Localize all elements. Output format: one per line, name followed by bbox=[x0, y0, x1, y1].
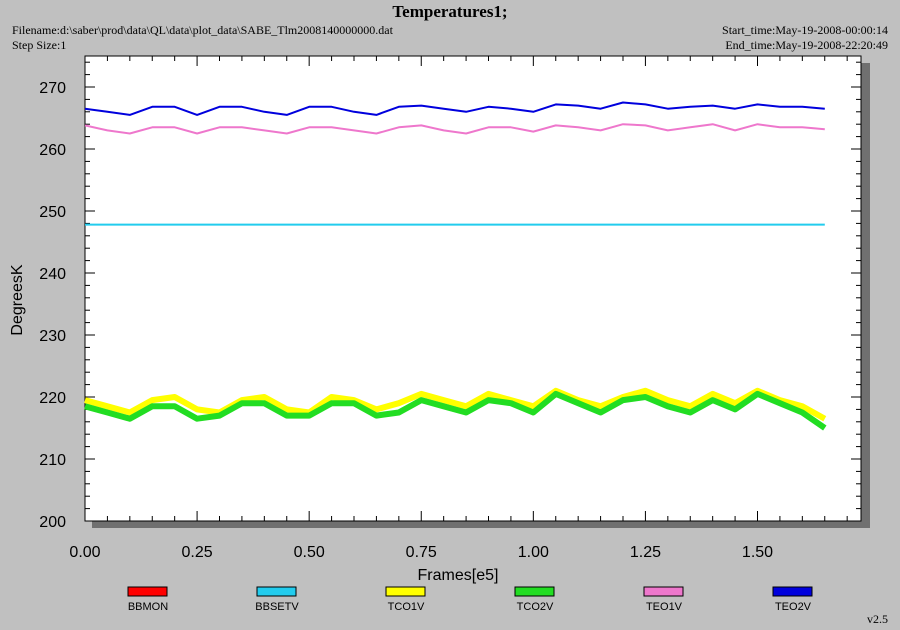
legend-swatch-bbsetv bbox=[256, 586, 297, 597]
y-tick-label: 200 bbox=[39, 514, 66, 531]
legend-swatch-teo1v bbox=[643, 586, 684, 597]
y-tick-label: 240 bbox=[39, 266, 66, 283]
version-label: v2.5 bbox=[867, 612, 888, 626]
x-tick-label: 0.75 bbox=[406, 544, 437, 561]
x-tick-label: 0.50 bbox=[294, 544, 325, 561]
series-line-teo1v bbox=[84, 123, 825, 135]
y-tick-label: 250 bbox=[39, 204, 66, 221]
series-line-tco1v bbox=[84, 387, 827, 422]
y-tick-label: 210 bbox=[39, 452, 66, 469]
series-line-tco2v bbox=[84, 390, 827, 431]
x-tick-label: 1.25 bbox=[630, 544, 661, 561]
y-tick-label: 220 bbox=[39, 390, 66, 407]
legend-swatch-teo2v bbox=[772, 586, 813, 597]
x-tick-label: 1.00 bbox=[518, 544, 549, 561]
start-time-label: Start_time:May-19-2008-00:00:14 bbox=[722, 23, 888, 37]
chart-title: Temperatures1; bbox=[392, 2, 508, 21]
y-tick-label: 260 bbox=[39, 142, 66, 159]
series-line-teo2v bbox=[84, 101, 825, 116]
legend-swatch-bbmon bbox=[127, 586, 168, 597]
legend-label-tco1v: TCO1V bbox=[388, 601, 425, 613]
x-axis-title: Frames[e5] bbox=[418, 567, 499, 584]
filename-label: Filename:d:\saber\prod\data\QL\data\plot… bbox=[12, 23, 393, 37]
legend-label-bbsetv: BBSETV bbox=[255, 601, 299, 613]
plot-area bbox=[84, 55, 862, 522]
y-tick-label: 230 bbox=[39, 328, 66, 345]
legend-swatch-tco1v bbox=[385, 586, 426, 597]
x-tick-label: 1.50 bbox=[742, 544, 773, 561]
legend-label-teo1v: TEO1V bbox=[646, 601, 683, 613]
legend-swatch-tco2v bbox=[514, 586, 555, 597]
legend-label-bbmon: BBMON bbox=[128, 601, 168, 613]
y-tick-label: 270 bbox=[39, 80, 66, 97]
step-size-label: Step Size:1 bbox=[12, 38, 67, 52]
x-tick-label: 0.00 bbox=[69, 544, 100, 561]
legend-label-teo2v: TEO2V bbox=[775, 601, 812, 613]
y-axis-title: DegreesK bbox=[9, 264, 26, 335]
x-tick-label: 0.25 bbox=[182, 544, 213, 561]
end-time-label: End_time:May-19-2008-22:20:49 bbox=[725, 38, 888, 52]
legend-label-tco2v: TCO2V bbox=[517, 601, 554, 613]
